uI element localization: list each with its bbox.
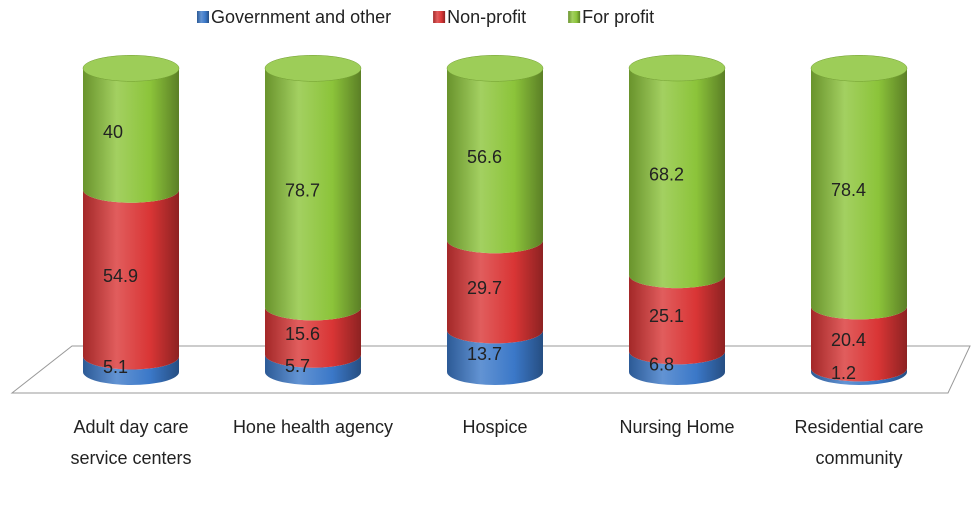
value-label: 78.7 <box>285 181 320 201</box>
cylinder-segment <box>811 68 907 320</box>
cylinder-segment <box>447 68 543 254</box>
legend-swatch <box>197 11 209 23</box>
cylinder-segment <box>447 330 543 385</box>
cylinder-top <box>264 55 362 82</box>
legend-label: For profit <box>582 7 654 27</box>
value-label: 68.2 <box>649 164 684 184</box>
cylinder-segment <box>811 306 907 382</box>
cylinder-top <box>810 55 908 82</box>
value-label: 13.7 <box>467 344 502 364</box>
value-label: 5.7 <box>285 356 310 376</box>
cylinder-segment <box>811 368 907 385</box>
legend-swatch <box>433 11 446 23</box>
cylinder-segment <box>265 68 361 321</box>
value-label: 78.4 <box>831 180 866 200</box>
cylinder-segment <box>629 275 725 365</box>
cylinder-segment <box>447 240 543 344</box>
value-label: 40 <box>103 122 123 142</box>
cylinder-segment <box>265 354 361 385</box>
cylinder-segment <box>83 189 179 370</box>
cylinder-segment <box>265 307 361 368</box>
legend-label: Non-profit <box>447 7 526 27</box>
value-label: 15.6 <box>285 324 320 344</box>
x-tick-label: Adult day care service centers <box>70 417 192 468</box>
cylinder-segment <box>83 356 179 385</box>
value-label: 56.6 <box>467 147 502 167</box>
value-label: 5.1 <box>103 357 128 377</box>
cylinder-top <box>628 54 726 82</box>
value-label: 1.2 <box>831 363 856 383</box>
legend-label: Government and other <box>211 7 391 27</box>
cylinder-segment <box>83 68 179 203</box>
value-label: 6.8 <box>649 354 674 374</box>
x-tick-label: Residential care community <box>794 417 924 468</box>
value-label: 54.9 <box>103 266 138 286</box>
cylinder-top <box>82 55 180 82</box>
cylinder-segment <box>629 351 725 385</box>
value-label: 29.7 <box>467 278 502 298</box>
x-tick-label: Hone health agency <box>232 417 394 437</box>
cylinder-segment <box>629 68 725 289</box>
x-tick-label: Hospice <box>462 417 528 437</box>
x-tick-label: Nursing Home <box>619 417 735 437</box>
legend-swatch <box>568 11 581 23</box>
value-label: 20.4 <box>831 330 866 350</box>
value-label: 25.1 <box>649 306 684 326</box>
cylinder-top <box>446 55 544 82</box>
